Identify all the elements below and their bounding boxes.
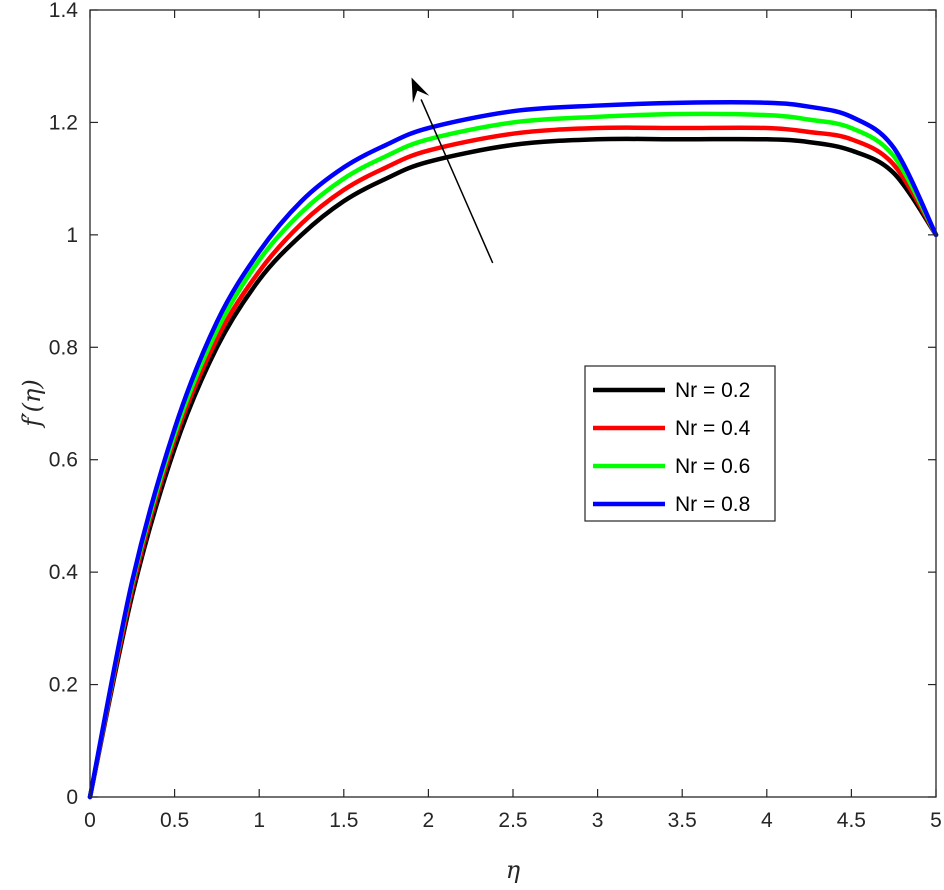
x-tick-label: 2.5 — [498, 809, 527, 832]
y-tick-label: 1.4 — [49, 0, 79, 22]
annotation-arrow-head — [411, 77, 430, 104]
x-tick-label: 0.5 — [160, 809, 189, 832]
y-tick-label: 1 — [66, 224, 78, 247]
y-axis-label: f′(η) — [18, 379, 46, 428]
x-tick-label: 3 — [592, 809, 604, 832]
x-tick-label: 1 — [253, 809, 265, 832]
x-tick-label: 1.5 — [329, 809, 358, 832]
y-tick-label: 0.8 — [49, 336, 78, 359]
legend-label-2: Nr = 0.4 — [675, 417, 751, 440]
legend-label-3: Nr = 0.6 — [675, 455, 750, 478]
annotation-layer — [411, 77, 494, 264]
y-tick-label: 1.2 — [49, 111, 78, 134]
x-tick-label: 2 — [423, 809, 435, 832]
series-line-1 — [87, 136, 939, 800]
tick-layer: 0 0.5 1 1.5 2 2.5 3 3.5 4 4.5 5 0 0.2 0.4 0.6 0.8 1 1.2 1.… — [49, 0, 942, 832]
y-tick-label: 0.6 — [49, 449, 78, 472]
series-layer — [87, 100, 939, 800]
x-tick-label: 4.5 — [837, 809, 866, 832]
x-tick-label: 3.5 — [668, 809, 697, 832]
x-tick-label: 0 — [84, 809, 96, 832]
plot-area — [90, 10, 936, 797]
legend-label-4: Nr = 0.8 — [675, 493, 750, 516]
legend-box — [584, 365, 776, 522]
legend-label-1: Nr = 0.2 — [675, 379, 750, 402]
annotation-arrow-shaft — [420, 99, 494, 264]
legend: Nr = 0.2 Nr = 0.4 Nr = 0.6 Nr = 0.8 — [584, 365, 776, 522]
x-tick-label: 5 — [930, 809, 942, 832]
x-tick-label: 4 — [761, 809, 773, 832]
x-axis-label: η — [506, 856, 521, 884]
y-tick-label: 0 — [66, 786, 78, 809]
y-tick-label: 0.4 — [49, 561, 79, 584]
y-tick-label: 0.2 — [49, 674, 78, 697]
series-line-4 — [87, 100, 939, 800]
